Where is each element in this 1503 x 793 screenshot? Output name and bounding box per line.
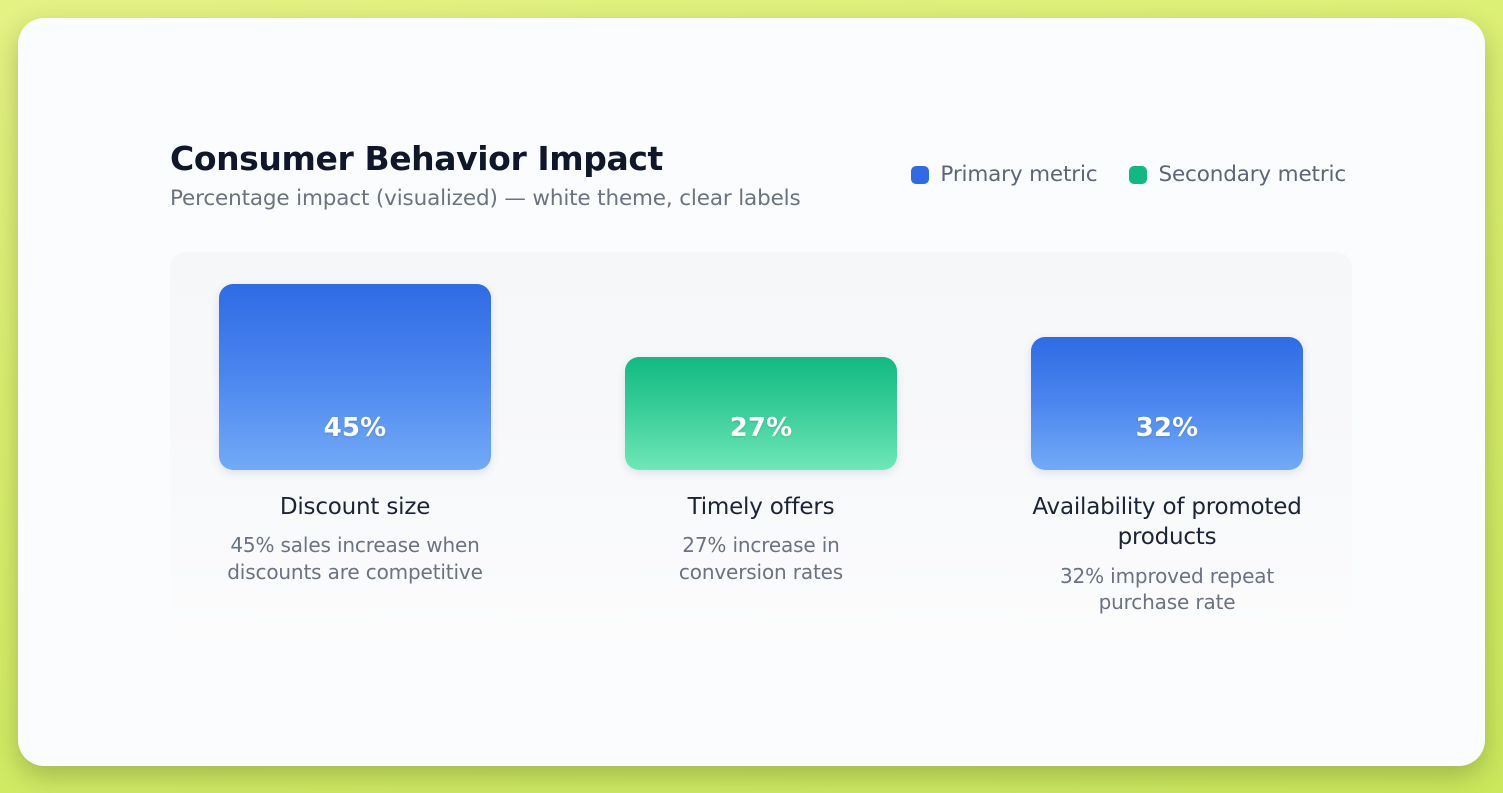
legend-label-primary: Primary metric xyxy=(940,162,1098,187)
bar-discount-size[interactable]: 45% xyxy=(219,284,491,470)
bar-group-timely-offers: 27% Timely offers 27% increase in conver… xyxy=(625,252,897,645)
bar-group-discount-size: 45% Discount size 45% sales increase whe… xyxy=(219,252,491,645)
bar-label-availability: Availability of promoted products xyxy=(1032,494,1302,551)
legend-swatch-secondary-icon xyxy=(1129,165,1148,184)
bar-timely-offers[interactable]: 27% xyxy=(625,357,897,470)
legend-swatch-primary-icon xyxy=(911,165,930,184)
bar-value-timely-offers: 27% xyxy=(729,413,793,443)
bar-availability[interactable]: 32% xyxy=(1031,337,1303,470)
bar-slot: 27% xyxy=(625,252,897,470)
bar-value-availability: 32% xyxy=(1135,413,1199,443)
legend-item-secondary[interactable]: Secondary metric xyxy=(1129,162,1346,187)
bar-container: 45% Discount size 45% sales increase whe… xyxy=(170,252,1352,645)
chart-subtitle: Percentage impact (visualized) — white t… xyxy=(170,185,801,211)
chart-header: Consumer Behavior Impact Percentage impa… xyxy=(170,139,1350,240)
bar-slot: 32% xyxy=(1031,252,1303,470)
bar-slot: 45% xyxy=(219,252,491,470)
bar-label-timely-offers: Timely offers xyxy=(687,494,835,520)
bar-group-availability: 32% Availability of promoted products 32… xyxy=(1031,252,1303,645)
legend-label-secondary: Secondary metric xyxy=(1158,162,1346,187)
bar-value-discount-size: 45% xyxy=(323,413,387,443)
bar-description-availability: 32% improved repeat purchase rate xyxy=(1059,563,1275,615)
legend-item-primary[interactable]: Primary metric xyxy=(911,162,1098,187)
chart-plot-area: 45% Discount size 45% sales increase whe… xyxy=(170,252,1352,645)
chart-legend: Primary metric Secondary metric xyxy=(911,162,1346,187)
bar-description-discount-size: 45% sales increase when discounts are co… xyxy=(227,533,483,584)
chart-card: Consumer Behavior Impact Percentage impa… xyxy=(18,18,1485,766)
bar-label-discount-size: Discount size xyxy=(279,494,431,520)
page-title: Consumer Behavior Impact xyxy=(170,139,663,178)
bar-description-timely-offers: 27% increase in conversion rates xyxy=(678,533,844,584)
